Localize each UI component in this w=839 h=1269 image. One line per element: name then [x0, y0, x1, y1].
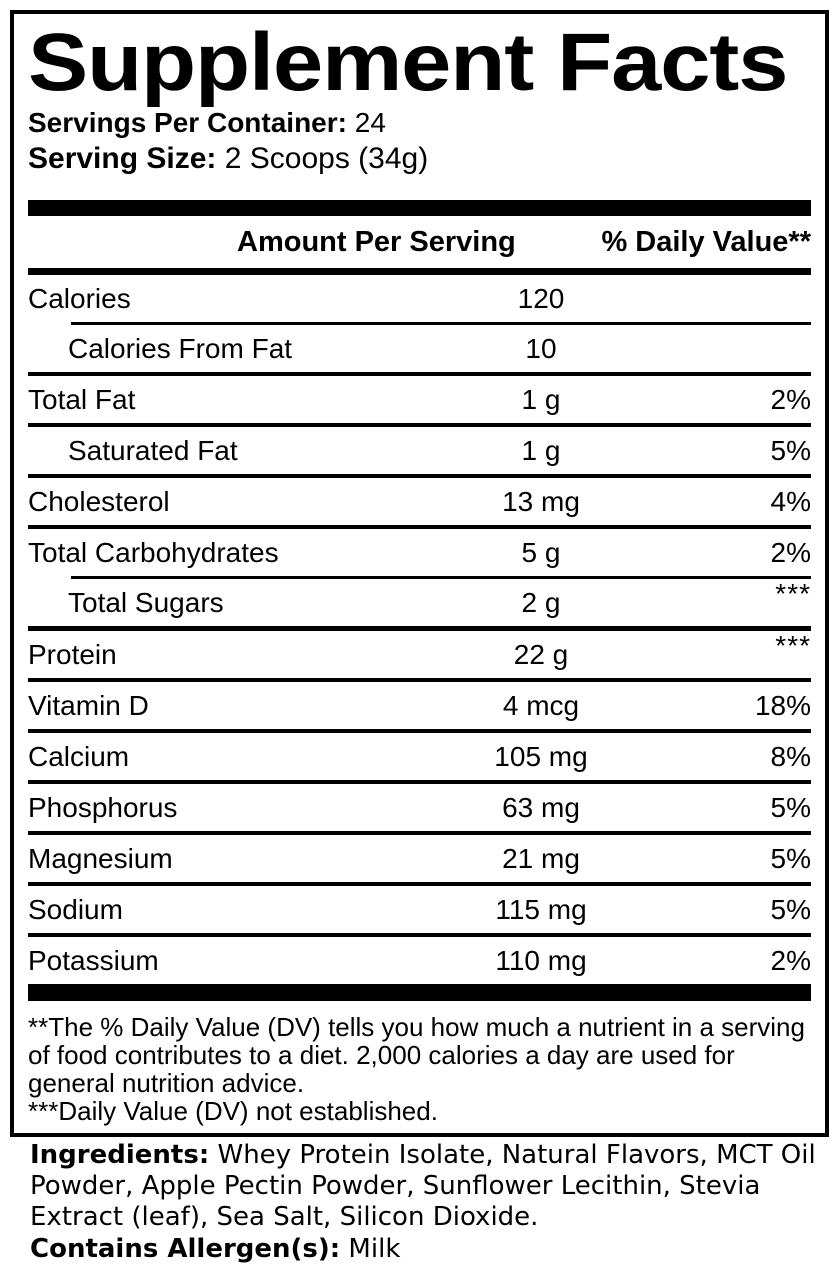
nutrient-name: Sodium — [28, 893, 123, 925]
table-row: Calories 120 — [28, 275, 811, 322]
nutrient-name: Phosphorus — [28, 791, 178, 823]
nutrient-amount: 4 mcg — [502, 689, 580, 721]
table-row: Saturated Fat 1 g 5% — [28, 427, 811, 474]
serving-size-line: Serving Size: 2 Scoops (34g) — [28, 140, 811, 178]
row-divider — [28, 474, 811, 478]
table-row: Magnesium 21 mg 5% — [28, 835, 811, 882]
nutrient-name: Potassium — [28, 944, 159, 976]
ingredients-label: Ingredients: — [30, 1140, 210, 1170]
nutrient-daily-value: *** — [661, 630, 811, 671]
allergen-value: Milk — [340, 1234, 401, 1264]
nutrient-amount: 110 mg — [495, 944, 587, 976]
row-divider — [28, 678, 811, 682]
table-row: Calcium 105 mg 8% — [28, 733, 811, 780]
table-row: Phosphorus 63 mg 5% — [28, 784, 811, 831]
table-bottom-bar — [28, 984, 811, 1001]
nutrient-daily-value: 5% — [770, 791, 811, 823]
row-divider — [28, 626, 811, 631]
nutrient-daily-value: *** — [661, 578, 811, 619]
footnote-daily-value: **The % Daily Value (DV) tells you how m… — [28, 1012, 805, 1098]
table-row: Total Sugars 2 g *** — [28, 578, 811, 626]
nutrient-daily-value: 5% — [770, 893, 811, 925]
table-row: Potassium 110 mg 2% — [28, 937, 811, 984]
nutrient-amount: 115 mg — [495, 893, 587, 925]
nutrient-name: Total Fat — [28, 383, 136, 415]
row-divider — [28, 780, 811, 784]
table-row: Calories From Fat 10 — [28, 325, 811, 372]
nutrient-amount: 5 g — [521, 536, 561, 568]
dv-not-established-mark: *** — [775, 577, 811, 609]
row-divider — [28, 525, 811, 529]
nutrient-daily-value: 2% — [770, 944, 811, 976]
table-row: Cholesterol 13 mg 4% — [28, 478, 811, 525]
row-divider — [28, 423, 811, 427]
nutrient-name: Cholesterol — [28, 485, 170, 517]
nutrient-daily-value: 4% — [770, 485, 811, 517]
row-divider — [28, 882, 811, 886]
row-divider — [71, 576, 811, 579]
row-divider — [28, 729, 811, 733]
nutrient-name: Total Carbohydrates — [28, 536, 279, 568]
nutrient-amount: 120 — [517, 282, 565, 314]
nutrient-daily-value: 18% — [754, 689, 811, 721]
nutrient-name: Vitamin D — [28, 689, 149, 721]
nutrient-amount: 63 mg — [502, 791, 580, 823]
table-header-row: Amount Per Serving % Daily Value** — [28, 216, 811, 268]
nutrient-name: Saturated Fat — [68, 434, 238, 466]
nutrient-name: Protein — [28, 638, 117, 670]
nutrient-daily-value: 5% — [770, 842, 811, 874]
allergen-line: Contains Allergen(s): Milk — [30, 1234, 820, 1265]
row-divider — [28, 372, 811, 376]
table-row: Vitamin D 4 mcg 18% — [28, 682, 811, 729]
nutrient-daily-value: 2% — [770, 383, 811, 415]
table-row: Sodium 115 mg 5% — [28, 886, 811, 933]
nutrient-amount: 13 mg — [502, 485, 580, 517]
nutrient-rows: Calories 120 Calories From Fat 10 Total Fat 1… — [28, 275, 811, 984]
nutrient-amount: 2 g — [521, 586, 561, 618]
ingredients-block: Ingredients: Whey Protein Isolate, Natur… — [30, 1140, 820, 1265]
nutrient-daily-value: 5% — [770, 434, 811, 466]
serving-size-label: Serving Size: — [28, 142, 217, 175]
row-divider — [71, 322, 811, 325]
dv-not-established-mark: *** — [775, 629, 811, 661]
ingredients-line: Ingredients: Whey Protein Isolate, Natur… — [30, 1140, 820, 1233]
nutrient-amount: 1 g — [521, 383, 561, 415]
nutrient-name: Calories — [28, 282, 131, 314]
table-row: Protein 22 g *** — [28, 630, 811, 678]
footnote-not-established: ***Daily Value (DV) not established. — [28, 1096, 438, 1126]
header-amount-per-serving: Amount Per Serving — [237, 226, 516, 258]
servings-per-container-label: Servings Per Container: — [28, 107, 347, 138]
ingredients-text: Whey Protein Isolate, Natural Flavors, M… — [30, 1140, 816, 1232]
footnotes: **The % Daily Value (DV) tells you how m… — [28, 1013, 811, 1125]
nutrient-name: Magnesium — [28, 842, 173, 874]
nutrient-amount: 105 mg — [494, 740, 588, 772]
servings-per-container-value: 24 — [354, 107, 386, 138]
table-top-bar — [28, 200, 811, 216]
nutrient-amount: 21 mg — [502, 842, 580, 874]
servings-per-container-line: Servings Per Container: 24 — [28, 106, 811, 140]
panel-title-text: Supplement Facts — [28, 17, 788, 108]
nutrient-name: Calcium — [28, 740, 130, 772]
nutrient-amount: 1 g — [521, 434, 561, 466]
nutrient-daily-value: 2% — [770, 536, 811, 568]
allergen-label: Contains Allergen(s): — [30, 1234, 341, 1264]
table-row: Total Fat 1 g 2% — [28, 376, 811, 423]
header-daily-value: % Daily Value** — [601, 226, 811, 258]
supplement-facts-panel: Supplement Facts Servings Per Container:… — [10, 10, 829, 1137]
serving-size-value: 2 Scoops (34g) — [224, 142, 429, 175]
nutrient-daily-value: 8% — [770, 740, 811, 772]
header-divider-bar — [28, 268, 811, 275]
nutrient-name: Calories From Fat — [68, 332, 293, 364]
row-divider — [28, 933, 811, 937]
nutrient-name: Total Sugars — [68, 586, 224, 618]
nutrient-amount: 22 g — [513, 638, 569, 670]
nutrient-amount: 10 — [525, 332, 557, 364]
table-row: Total Carbohydrates 5 g 2% — [28, 529, 811, 576]
row-divider — [28, 831, 811, 835]
panel-title: Supplement Facts — [28, 17, 811, 108]
